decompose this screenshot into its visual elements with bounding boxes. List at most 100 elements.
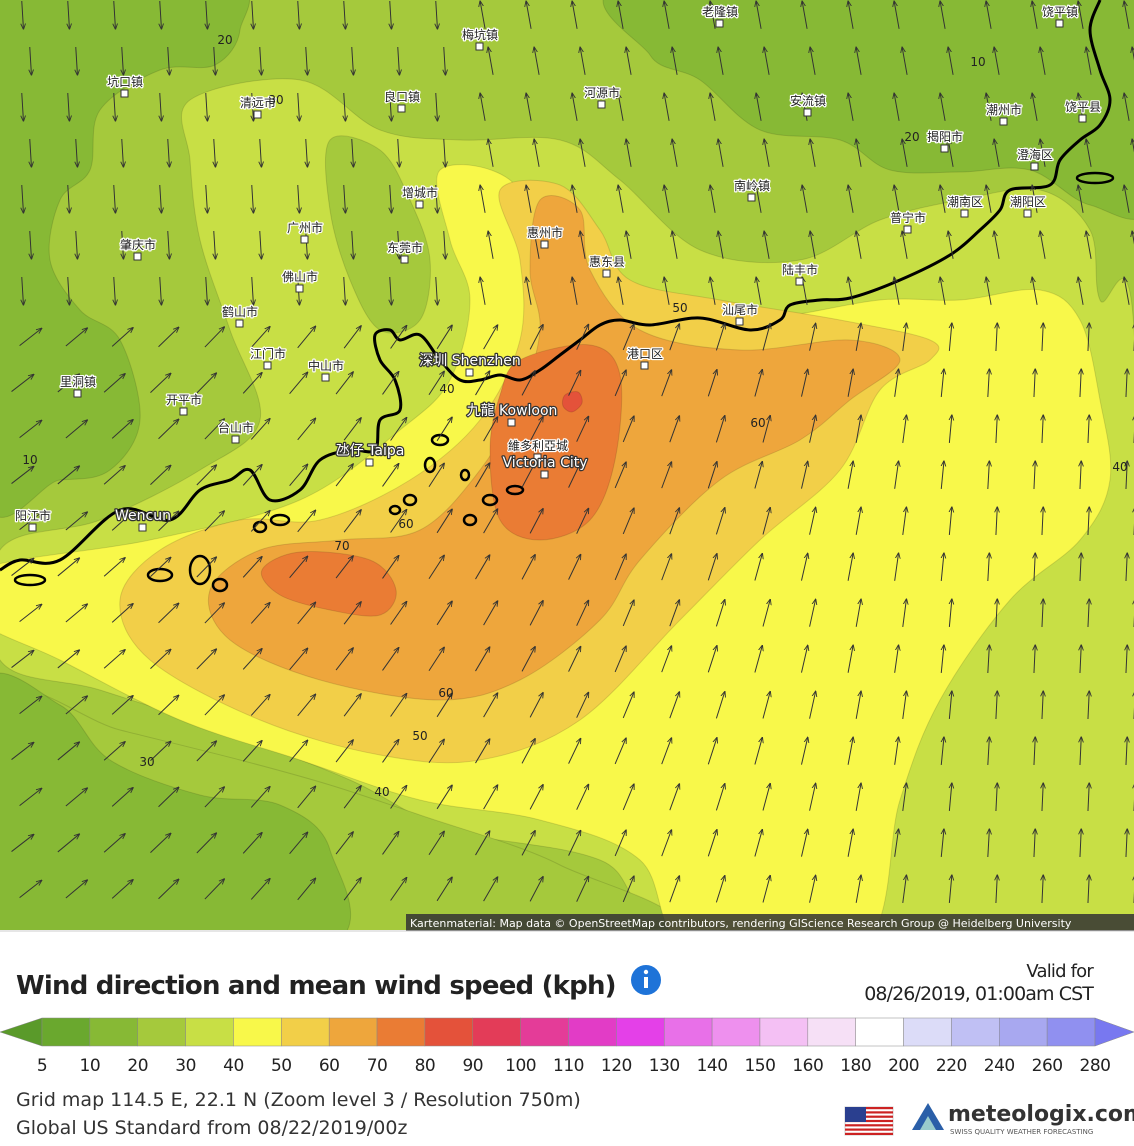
wind-arrow bbox=[809, 875, 816, 903]
wind-arrow bbox=[902, 691, 907, 719]
wind-arrow bbox=[576, 416, 589, 442]
place-label: 饶平镇 bbox=[1042, 5, 1078, 19]
wind-arrow bbox=[344, 92, 346, 121]
wind-arrow bbox=[483, 693, 498, 718]
wind-arrow bbox=[1086, 231, 1092, 259]
place-marker bbox=[540, 240, 549, 249]
wind-arrow bbox=[1032, 93, 1038, 121]
wind-arrow bbox=[568, 738, 581, 764]
wind-arrow bbox=[436, 785, 452, 810]
wind-arrow bbox=[289, 464, 308, 487]
island bbox=[1075, 171, 1115, 185]
wind-arrow bbox=[289, 556, 308, 579]
colorbar-segment bbox=[89, 1017, 138, 1047]
island bbox=[402, 493, 418, 507]
wind-arrow bbox=[260, 230, 262, 259]
wind-arrow bbox=[1042, 323, 1043, 352]
wind-arrow bbox=[335, 556, 353, 579]
wind-arrow bbox=[382, 556, 399, 579]
place-label: 佛山市 bbox=[282, 269, 318, 284]
wind-arrow bbox=[1042, 691, 1043, 720]
place-marker bbox=[715, 19, 724, 28]
wind-arrow bbox=[894, 461, 899, 489]
wind-arrow bbox=[22, 0, 24, 29]
wind-arrow bbox=[762, 875, 770, 903]
wind-arrow bbox=[715, 784, 724, 811]
wind-arrow bbox=[398, 138, 400, 167]
wind-arrow bbox=[669, 692, 680, 719]
wind-arrow bbox=[168, 230, 170, 259]
wind-arrow bbox=[475, 371, 490, 396]
info-icon[interactable] bbox=[631, 965, 661, 995]
contour-label: 20 bbox=[217, 33, 232, 47]
place-label: 深圳 Shenzhen bbox=[419, 353, 520, 369]
wind-arrow bbox=[111, 696, 133, 715]
contour-label: 60 bbox=[750, 416, 765, 430]
wind-arrow bbox=[158, 419, 179, 440]
wind-arrow bbox=[1078, 1, 1084, 29]
wind-arrow bbox=[11, 834, 34, 852]
wind-arrow bbox=[65, 788, 87, 807]
place-label: 潮阳区 bbox=[1010, 194, 1046, 209]
wind-arrow bbox=[111, 880, 133, 899]
colorbar-tick-label: 40 bbox=[223, 1056, 244, 1076]
place-label: 鹤山市 bbox=[222, 304, 258, 319]
place-marker bbox=[300, 235, 309, 244]
wind-arrow bbox=[707, 646, 717, 673]
wind-arrow bbox=[801, 369, 807, 397]
island bbox=[462, 513, 478, 527]
wind-arrow bbox=[65, 880, 87, 899]
wind-arrow bbox=[158, 327, 179, 348]
wind-arrow bbox=[298, 0, 300, 29]
place-label: 东莞市 bbox=[387, 240, 423, 255]
wind-arrow bbox=[664, 1, 670, 29]
wind-arrow bbox=[1132, 139, 1134, 153]
place-label: 江门市 bbox=[250, 346, 286, 361]
island bbox=[211, 577, 229, 593]
colorbar-tick-label: 80 bbox=[415, 1056, 436, 1076]
colorbar-segment bbox=[568, 1017, 617, 1047]
wind-arrow bbox=[521, 555, 535, 580]
wind-arrow bbox=[1132, 231, 1134, 245]
wind-arrow bbox=[382, 648, 399, 671]
place-label: Victoria City bbox=[502, 455, 587, 471]
wind-arrow bbox=[848, 93, 854, 121]
wind-arrow bbox=[756, 185, 762, 213]
wind-arrow bbox=[988, 553, 990, 582]
wind-arrow bbox=[529, 693, 543, 718]
colorbar-tick-label: 180 bbox=[840, 1056, 871, 1076]
wind-arrow bbox=[801, 645, 807, 673]
wind-arrow bbox=[762, 599, 770, 627]
wind-arrow bbox=[22, 276, 24, 305]
wind-arrow bbox=[529, 877, 543, 902]
model-info: Global US Standard from 08/22/2019/00z bbox=[16, 1117, 407, 1139]
wind-arrow bbox=[1124, 277, 1130, 305]
wind-arrow bbox=[19, 880, 42, 899]
wind-arrow bbox=[710, 185, 716, 213]
wind-arrow bbox=[68, 184, 70, 213]
contour-label: 50 bbox=[672, 301, 687, 315]
wind-arrow bbox=[754, 830, 762, 857]
wind-arrow bbox=[715, 508, 724, 535]
wind-arrow bbox=[260, 138, 262, 167]
wind-arrow bbox=[529, 601, 543, 626]
colorbar-segment bbox=[1046, 1017, 1096, 1047]
wind-arrow bbox=[1080, 829, 1081, 858]
wind-arrow bbox=[664, 185, 670, 213]
wind-arrow bbox=[196, 465, 217, 486]
wind-arrow bbox=[475, 463, 490, 488]
wind-arrow bbox=[343, 418, 361, 441]
wind-arrow bbox=[242, 557, 262, 578]
wind-arrow bbox=[529, 509, 543, 534]
wind-arrow bbox=[1126, 461, 1127, 490]
wind-arrow bbox=[11, 558, 34, 576]
wind-arrow bbox=[718, 231, 724, 259]
island bbox=[423, 456, 437, 474]
wind-arrow bbox=[622, 876, 634, 903]
wind-arrow bbox=[242, 373, 262, 394]
wind-arrow bbox=[894, 553, 899, 581]
island bbox=[13, 573, 47, 587]
wind-arrow bbox=[855, 875, 861, 903]
wind-arrow bbox=[949, 875, 951, 903]
